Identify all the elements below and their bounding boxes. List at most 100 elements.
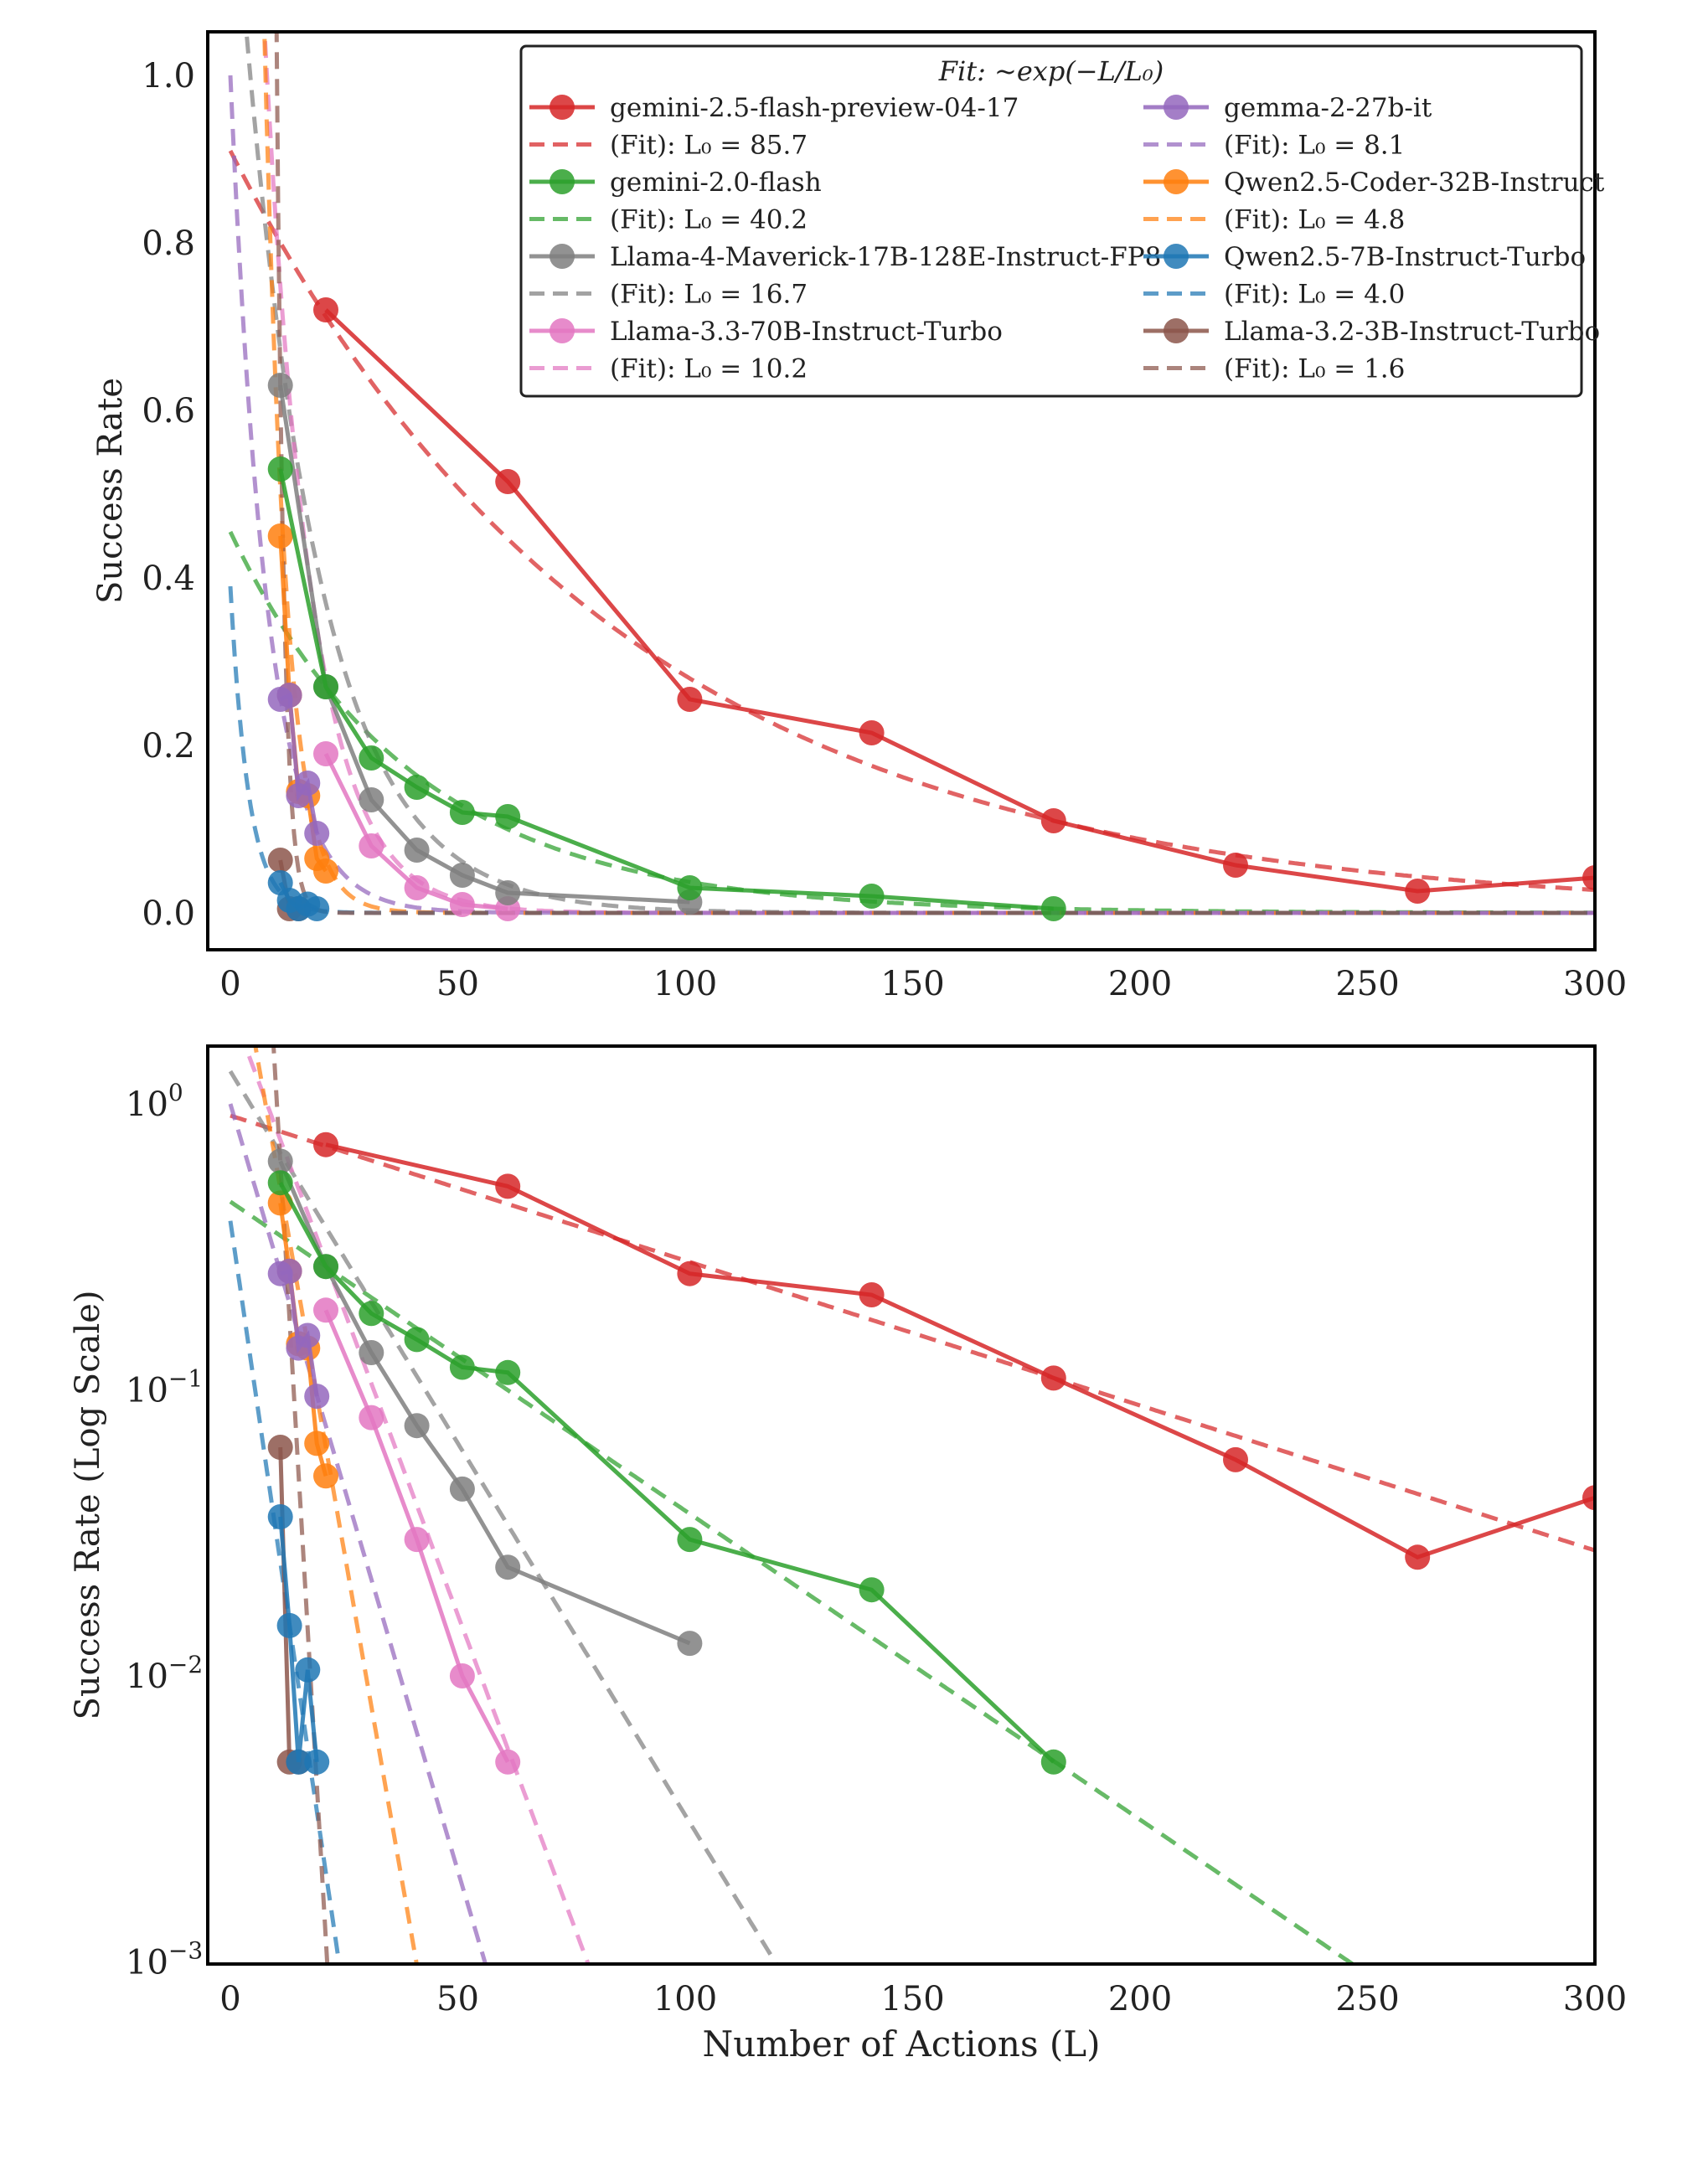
data-point-gemma-2-27b-it: [304, 821, 330, 846]
data-point-llama-4-maverick-17b-128e-instruct-fp8: [359, 1340, 384, 1365]
x-tick-label: 150: [880, 1980, 944, 2018]
legend-fit-label: (Fit): L₀ = 16.7: [610, 280, 808, 310]
fit-line-qwen2-5-7b-instruct-turbo: [228, 585, 1595, 915]
fit-line-gemini-2-0-flash: [228, 530, 1595, 915]
data-point-qwen2-5-coder-32b-instruct: [313, 858, 338, 884]
data-point-gemini-2-0-flash: [267, 1170, 293, 1196]
legend-marker-llama-3-3-70b-instruct-turbo: [550, 318, 575, 343]
data-line-gemini-2-0-flash: [278, 1182, 1055, 1764]
x-tick-label: 50: [436, 965, 479, 1003]
legend-label: Llama-4-Maverick-17B-128E-Instruct-FP8: [610, 242, 1161, 272]
bottom-axes-frame: [206, 1044, 1597, 1966]
data-point-gemini-2-0-flash: [859, 1577, 885, 1603]
data-point-llama-4-maverick-17b-128e-instruct-fp8: [449, 1476, 475, 1502]
data-point-llama-4-maverick-17b-128e-instruct-fp8: [404, 1413, 430, 1439]
data-point-gemma-2-27b-it: [304, 1384, 330, 1410]
data-point-gemini-2-0-flash: [495, 804, 521, 829]
data-point-qwen2-5-7b-instruct-turbo: [304, 896, 330, 921]
data-point-gemma-2-27b-it: [276, 1258, 302, 1284]
x-tick-label: 300: [1563, 1980, 1627, 2018]
data-point-llama-3-3-70b-instruct-turbo: [313, 741, 338, 766]
x-tick-label: 100: [653, 1980, 717, 2018]
data-point-gemini-2-0-flash: [677, 875, 703, 900]
y-tick-label: 0.2: [142, 727, 195, 766]
legend-label: gemini-2.0-flash: [610, 168, 822, 198]
fit-line-gemini-2-0-flash: [229, 1199, 1357, 1964]
legend-fit-label: (Fit): L₀ = 8.1: [1224, 131, 1405, 161]
y-tick-label: 10−3: [126, 1937, 203, 1982]
data-point-llama-3-3-70b-instruct-turbo: [313, 1297, 338, 1323]
legend-title: Fit: ~exp(−L/L₀): [938, 55, 1164, 87]
top-panel: 0 50 100 150 200 250 300 0.0 0.2 0.4 0.6 0.8 1.0 Su…: [91, 30, 1627, 1003]
x-tick-label: 250: [1335, 1980, 1399, 2018]
data-point-gemini-2-0-flash: [359, 745, 384, 771]
data-point-llama-3-2-3b-instruct-turbo: [267, 848, 293, 873]
legend-marker-gemma-2-27b-it: [1164, 95, 1189, 120]
bottom-y-axis-label: Success Rate (Log Scale): [69, 1290, 107, 1719]
x-tick-label: 0: [219, 1980, 240, 2018]
data-point-gemini-2-0-flash: [313, 1254, 338, 1280]
legend-label: Qwen2.5-Coder-32B-Instruct: [1224, 168, 1605, 198]
bottom-plot-area: [228, 1046, 1595, 1964]
data-point-gemini-2-0-flash: [404, 775, 430, 800]
x-tick-label: 300: [1563, 965, 1627, 1003]
data-point-gemini-2-5-flash-preview-04-17: [495, 1173, 521, 1199]
data-point-gemini-2-0-flash: [859, 884, 885, 909]
data-point-gemma-2-27b-it: [295, 771, 321, 796]
data-point-llama-3-3-70b-instruct-turbo: [404, 875, 430, 900]
data-point-qwen2-5-7b-instruct-turbo: [267, 1504, 293, 1529]
legend-marker-llama-4-maverick-17b-128e-instruct-fp8: [550, 244, 575, 269]
data-point-llama-4-maverick-17b-128e-instruct-fp8: [495, 1554, 521, 1580]
x-tick-label: 200: [1108, 965, 1172, 1003]
data-point-gemini-2-0-flash: [677, 1527, 703, 1553]
legend-fit-label: (Fit): L₀ = 85.7: [610, 131, 808, 161]
y-tick-label: 1.0: [142, 57, 195, 95]
data-point-gemini-2-0-flash: [404, 1327, 430, 1353]
top-x-tick-labels: 0 50 100 150 200 250 300: [219, 965, 1627, 1003]
data-point-gemini-2-5-flash-preview-04-17: [313, 1132, 338, 1157]
data-point-qwen2-5-coder-32b-instruct: [267, 523, 293, 549]
fit-line-gemma-2-27b-it: [228, 1103, 488, 1964]
data-point-gemma-2-27b-it: [276, 683, 302, 708]
data-point-gemma-2-27b-it: [295, 1322, 321, 1348]
data-point-gemini-2-5-flash-preview-04-17: [313, 297, 338, 322]
legend-fit-label: (Fit): L₀ = 10.2: [610, 354, 808, 384]
data-point-gemini-2-5-flash-preview-04-17: [677, 1260, 703, 1286]
data-point-qwen2-5-7b-instruct-turbo: [295, 1657, 321, 1683]
data-point-llama-4-maverick-17b-128e-instruct-fp8: [404, 838, 430, 863]
data-point-llama-3-3-70b-instruct-turbo: [359, 833, 384, 858]
x-axis-label: Number of Actions (L): [702, 2023, 1100, 2065]
x-tick-label: 0: [219, 965, 240, 1003]
data-point-gemini-2-0-flash: [1040, 896, 1066, 921]
data-point-llama-3-3-70b-instruct-turbo: [359, 1405, 384, 1431]
x-tick-label: 50: [436, 1980, 479, 2018]
data-point-llama-4-maverick-17b-128e-instruct-fp8: [267, 373, 293, 398]
fit-line-qwen2-5-coder-32b-instruct: [253, 1046, 419, 1964]
data-point-qwen2-5-7b-instruct-turbo: [276, 1612, 302, 1638]
data-point-llama-4-maverick-17b-128e-instruct-fp8: [677, 1631, 703, 1657]
legend-box: [519, 44, 1583, 398]
y-tick-label: 0.8: [142, 224, 195, 263]
data-point-gemini-2-0-flash: [313, 674, 338, 699]
legend-marker-llama-3-2-3b-instruct-turbo: [1164, 318, 1189, 343]
data-line-gemini-2-5-flash-preview-04-17: [324, 308, 1595, 894]
x-tick-label: 100: [653, 965, 717, 1003]
data-point-gemini-2-5-flash-preview-04-17: [495, 469, 521, 494]
bottom-x-tick-labels: 0 50 100 150 200 250 300: [219, 1980, 1627, 2018]
data-point-llama-4-maverick-17b-128e-instruct-fp8: [449, 863, 475, 888]
data-point-gemini-2-5-flash-preview-04-17: [1405, 879, 1431, 904]
data-line-gemini-2-0-flash: [278, 468, 1054, 911]
fit-line-llama-3-3-70b-instruct-turbo: [243, 1046, 591, 1964]
data-point-llama-3-3-70b-instruct-turbo: [449, 892, 475, 917]
data-point-llama-4-maverick-17b-128e-instruct-fp8: [359, 787, 384, 812]
data-point-gemini-2-5-flash-preview-04-17: [1582, 1485, 1595, 1511]
legend: Fit: ~exp(−L/L₀) gemini-2.5-flash-previe…: [519, 44, 1605, 398]
data-point-llama-3-3-70b-instruct-turbo: [404, 1527, 430, 1553]
top-axes-frame: [206, 30, 1597, 951]
y-tick-label: 100: [126, 1079, 183, 1124]
y-tick-label: 10−1: [126, 1365, 203, 1410]
fit-line-gemini-2-5-flash-preview-04-17: [230, 1113, 1595, 1553]
y-tick-label: 10−2: [126, 1651, 203, 1696]
data-point-qwen2-5-coder-32b-instruct: [313, 1463, 338, 1489]
legend-marker-gemini-2-0-flash: [550, 169, 575, 194]
